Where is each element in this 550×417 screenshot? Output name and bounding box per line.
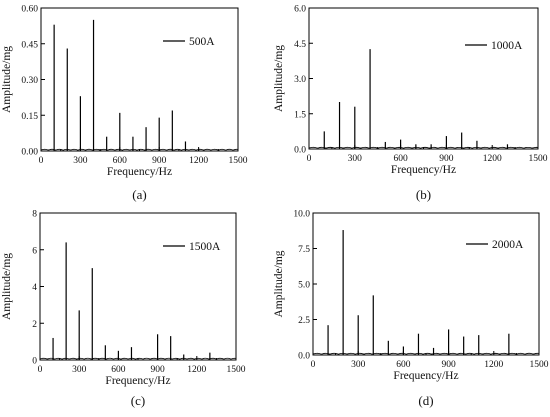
noise-floor (308, 146, 539, 149)
y-tick-label: 10.0 (293, 210, 310, 220)
legend-label: 2000A (492, 239, 524, 251)
x-tick-label: 1500 (229, 156, 248, 166)
y-axis-label: Amplitude/mg (273, 45, 285, 112)
plot-frame (40, 7, 239, 152)
y-tick-label: 4.5 (294, 40, 306, 50)
x-tick-label: 300 (73, 156, 88, 166)
x-tick-label: 1200 (189, 156, 208, 166)
y-tick-label: 0.0 (294, 146, 306, 156)
y-tick-label: 0.15 (21, 112, 38, 122)
x-tick-label: 600 (113, 156, 128, 166)
x-tick-label: 300 (72, 365, 87, 375)
y-tick-label: 5.0 (298, 281, 310, 291)
y-tick-label: 6.0 (294, 5, 306, 15)
y-tick-label: 0.30 (21, 76, 38, 86)
panel-caption: (b) (416, 187, 431, 202)
panel-caption: (a) (132, 187, 146, 202)
y-tick-label: 0.0 (298, 352, 310, 362)
y-axis-label: Amplitude/mg (1, 46, 13, 113)
x-tick-label: 900 (150, 365, 165, 375)
x-tick-label: 900 (152, 156, 167, 166)
x-axis-label: Frequency/Hz (105, 375, 170, 387)
y-axis-label: Amplitude/mg (1, 253, 13, 320)
x-tick-label: 1200 (483, 154, 502, 164)
noise-floor (40, 148, 239, 151)
panel-3: 0 300 600 900 1200 1500 0 2 4 6 8 Frequency/Hz Ampli… (1, 210, 246, 409)
y-tick-label: 0.60 (21, 5, 38, 15)
y-tick-label: 6 (32, 246, 37, 256)
x-tick-label: 1200 (484, 360, 503, 370)
x-axis-label: Frequency/Hz (391, 164, 456, 176)
x-tick-label: 600 (393, 154, 408, 164)
y-tick-label: 0.00 (21, 148, 38, 158)
legend-label: 1000A (491, 40, 523, 52)
x-tick-label: 1500 (529, 154, 548, 164)
legend-label: 500A (189, 36, 215, 48)
x-tick-label: 1200 (187, 365, 206, 375)
x-tick-label: 600 (396, 360, 411, 370)
y-axis-label: Amplitude/mg (273, 250, 285, 317)
y-tick-label: 2 (32, 320, 37, 330)
y-tick-label: 2.5 (298, 316, 310, 326)
y-tick-label: 0 (32, 357, 37, 367)
y-tick-label: 7.5 (298, 245, 310, 255)
panel-1: 0 300 600 900 1200 1500 0.00 0.15 0.30 0.45 0.60 Fr… (1, 5, 248, 203)
x-tick-label: 600 (111, 365, 126, 375)
x-tick-label: 1500 (530, 360, 549, 370)
panel-caption: (d) (418, 393, 433, 408)
x-tick-label: 0 (307, 154, 312, 164)
x-tick-label: 1500 (227, 365, 246, 375)
x-tick-label: 900 (441, 360, 456, 370)
plot-frame (308, 7, 539, 150)
x-tick-label: 0 (311, 360, 316, 370)
noise-floor (39, 357, 237, 360)
y-tick-label: 3.0 (294, 75, 306, 85)
panel-2: 0 300 600 900 1200 1500 0.0 1.5 3.0 4.5 6.0 Frequen… (273, 5, 548, 203)
y-tick-label: 4 (32, 283, 37, 293)
x-tick-label: 0 (39, 156, 44, 166)
x-axis-label: Frequency/Hz (107, 166, 172, 178)
x-tick-label: 900 (439, 154, 454, 164)
y-tick-label: 1.5 (294, 110, 306, 120)
x-tick-label: 300 (351, 360, 366, 370)
plot-frame (312, 212, 540, 356)
panel-4: 0 300 600 900 1200 1500 0.0 2.5 5.0 7.5 10.0 Freque… (273, 210, 549, 409)
legend-label: 1500A (189, 241, 221, 253)
panel-caption: (c) (131, 393, 145, 408)
y-tick-label: 8 (32, 210, 37, 220)
x-tick-label: 0 (38, 365, 43, 375)
x-axis-label: Frequency/Hz (393, 370, 458, 382)
noise-floor (312, 352, 540, 355)
plot-frame (39, 212, 237, 361)
y-tick-label: 0.45 (21, 40, 38, 50)
x-tick-label: 300 (348, 154, 363, 164)
